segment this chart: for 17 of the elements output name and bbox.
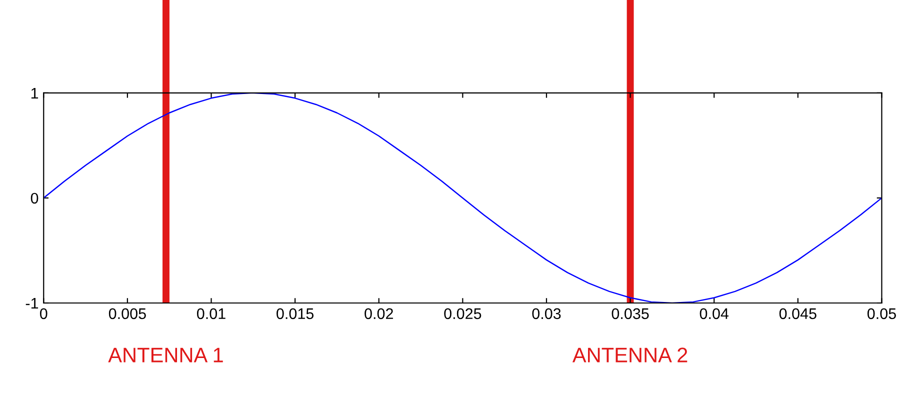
x-tick-label: 0.03	[532, 308, 561, 320]
x-tick-label: 0.04	[700, 308, 729, 320]
x-tick-label: 0	[40, 308, 48, 320]
x-tick-label: 0.025	[444, 308, 482, 320]
y-tick-label: 1	[31, 88, 38, 98]
x-tick-label: 0.015	[276, 308, 314, 320]
ref-line-label: ANTENNA 1	[108, 348, 223, 362]
x-tick-label: 0.02	[364, 308, 393, 320]
y-tick-label: -1	[26, 298, 38, 309]
x-tick-label: 0.035	[612, 308, 649, 320]
x-tick-label: 0.05	[867, 308, 896, 320]
x-tick-label: 0.005	[108, 308, 146, 320]
line-series	[44, 92, 882, 303]
ref-line-label: ANTENNA 2	[572, 348, 688, 362]
x-tick-label: 0.01	[196, 308, 226, 320]
y-tick-label: 0	[30, 192, 38, 204]
x-tick-label: 0.045	[779, 308, 816, 320]
